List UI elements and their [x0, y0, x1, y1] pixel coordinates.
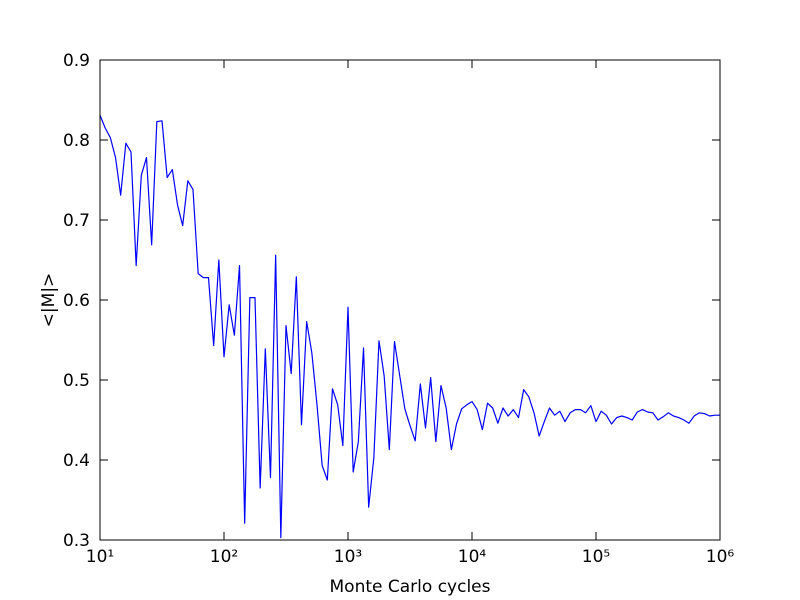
y-tick-label: 0.3	[63, 531, 90, 551]
x-axis-label: Monte Carlo cycles	[330, 577, 491, 597]
y-tick-label: 0.5	[63, 371, 90, 391]
y-tick-label: 0.7	[63, 211, 90, 231]
data-line	[99, 114, 720, 539]
x-tick-label: 10⁵	[582, 547, 610, 567]
x-tick-label: 10⁴	[458, 547, 487, 567]
y-axis-label: <|M|>	[39, 273, 59, 328]
y-tick-label: 0.4	[63, 451, 90, 471]
x-tick-label: 10²	[210, 547, 238, 567]
x-tick-label: 10¹	[86, 547, 114, 567]
x-tick-label: 10³	[334, 547, 362, 567]
y-tick-label: 0.8	[63, 131, 90, 151]
plot-frame	[99, 59, 721, 541]
y-tick-label: 0.6	[63, 291, 90, 311]
x-tick-label: 10⁶	[706, 547, 735, 567]
y-tick-label: 0.9	[63, 51, 90, 71]
